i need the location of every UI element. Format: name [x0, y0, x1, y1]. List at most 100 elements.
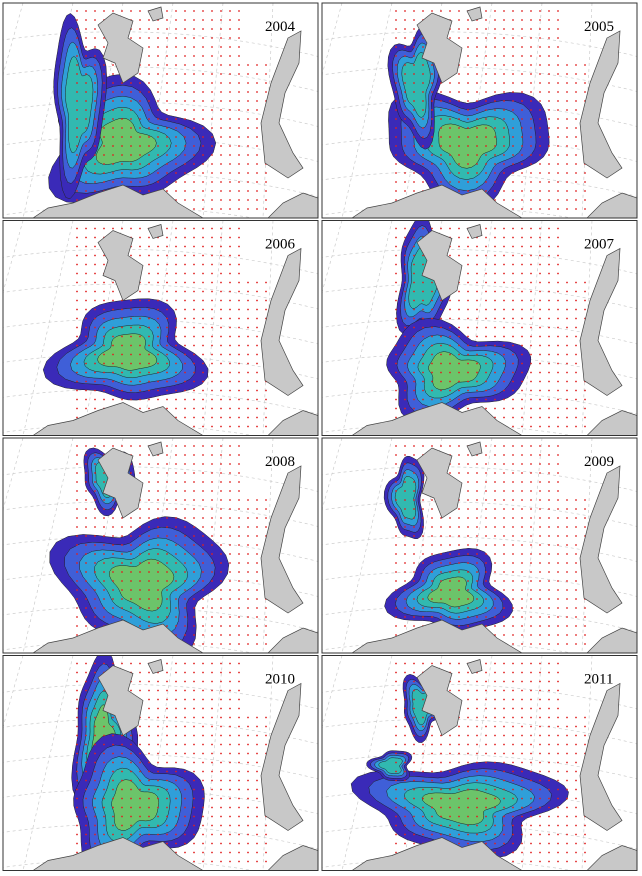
station	[548, 580, 550, 582]
station	[220, 842, 222, 845]
station	[503, 662, 505, 665]
station	[202, 517, 204, 519]
station	[413, 163, 415, 165]
station	[530, 272, 532, 275]
station	[422, 797, 424, 800]
station	[530, 689, 532, 692]
station	[485, 680, 487, 683]
station	[530, 671, 532, 674]
station	[575, 380, 577, 383]
station	[431, 535, 433, 537]
station	[548, 662, 550, 665]
station	[449, 743, 451, 746]
station	[521, 389, 523, 392]
station	[440, 109, 442, 111]
station	[449, 398, 451, 401]
station	[485, 100, 487, 102]
station	[148, 136, 150, 138]
station	[229, 335, 231, 338]
station	[103, 517, 105, 519]
station	[557, 725, 559, 728]
station	[238, 589, 240, 591]
station	[458, 806, 460, 809]
station	[238, 851, 240, 854]
station	[139, 725, 141, 728]
station	[494, 272, 496, 275]
station	[238, 416, 240, 419]
station	[566, 136, 568, 138]
station	[148, 499, 150, 501]
station	[548, 779, 550, 782]
land	[351, 184, 523, 218]
station	[220, 10, 222, 12]
station	[220, 163, 222, 165]
station	[467, 317, 469, 320]
station	[112, 607, 114, 609]
station	[166, 752, 168, 755]
station	[202, 308, 204, 311]
station	[103, 227, 105, 230]
station	[557, 526, 559, 528]
station	[485, 398, 487, 401]
station	[220, 145, 222, 147]
station	[211, 851, 213, 854]
station	[521, 553, 523, 555]
station	[449, 734, 451, 737]
station	[548, 625, 550, 627]
station	[202, 544, 204, 546]
station	[440, 127, 442, 129]
station	[575, 580, 577, 582]
station	[557, 371, 559, 374]
station	[76, 833, 78, 836]
station	[557, 842, 559, 845]
station	[166, 544, 168, 546]
station	[422, 571, 424, 573]
station	[211, 779, 213, 782]
station	[521, 64, 523, 66]
station	[103, 172, 105, 174]
year-label: 2005	[584, 19, 614, 35]
station	[193, 842, 195, 845]
station	[458, 380, 460, 383]
station	[530, 860, 532, 863]
station	[494, 770, 496, 773]
station	[76, 127, 78, 129]
station	[220, 463, 222, 465]
station	[566, 73, 568, 75]
station	[476, 37, 478, 39]
station	[211, 589, 213, 591]
station	[422, 445, 424, 447]
station	[512, 472, 514, 474]
station	[130, 571, 132, 573]
station	[229, 643, 231, 645]
station	[503, 517, 505, 519]
station	[494, 562, 496, 564]
station	[530, 707, 532, 710]
station	[94, 490, 96, 492]
station	[121, 580, 123, 582]
station	[76, 788, 78, 791]
station	[220, 190, 222, 192]
station	[548, 19, 550, 21]
station	[494, 10, 496, 12]
station	[575, 616, 577, 618]
station	[503, 544, 505, 546]
station	[103, 46, 105, 48]
station	[220, 28, 222, 30]
station	[130, 472, 132, 474]
station	[557, 472, 559, 474]
station	[422, 389, 424, 392]
station	[557, 770, 559, 773]
station	[422, 181, 424, 183]
station	[539, 272, 541, 275]
station	[575, 389, 577, 392]
station	[494, 553, 496, 555]
land	[147, 224, 164, 239]
station	[103, 37, 105, 39]
station	[157, 544, 159, 546]
station	[139, 625, 141, 627]
station	[494, 607, 496, 609]
station	[166, 770, 168, 773]
station	[440, 353, 442, 356]
station	[548, 37, 550, 39]
